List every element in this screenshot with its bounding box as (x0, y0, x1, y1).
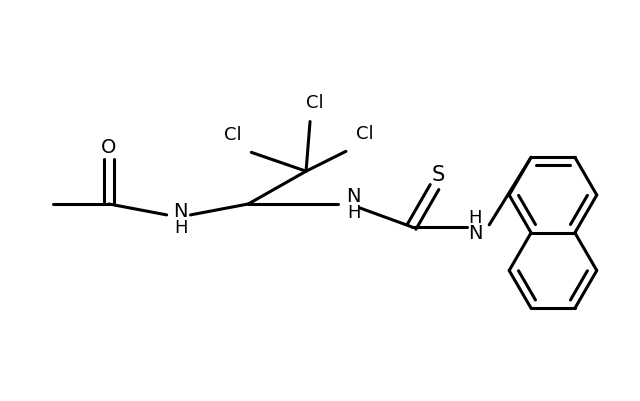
Text: O: O (101, 138, 116, 156)
Text: H: H (174, 218, 188, 236)
Text: H: H (347, 203, 360, 221)
Text: S: S (432, 165, 445, 185)
Text: Cl: Cl (306, 93, 324, 111)
Text: N: N (173, 202, 188, 221)
Text: Cl: Cl (356, 125, 374, 143)
Text: Cl: Cl (223, 126, 241, 144)
Text: N: N (347, 186, 361, 205)
Text: N: N (468, 224, 483, 243)
Text: H: H (468, 209, 482, 226)
